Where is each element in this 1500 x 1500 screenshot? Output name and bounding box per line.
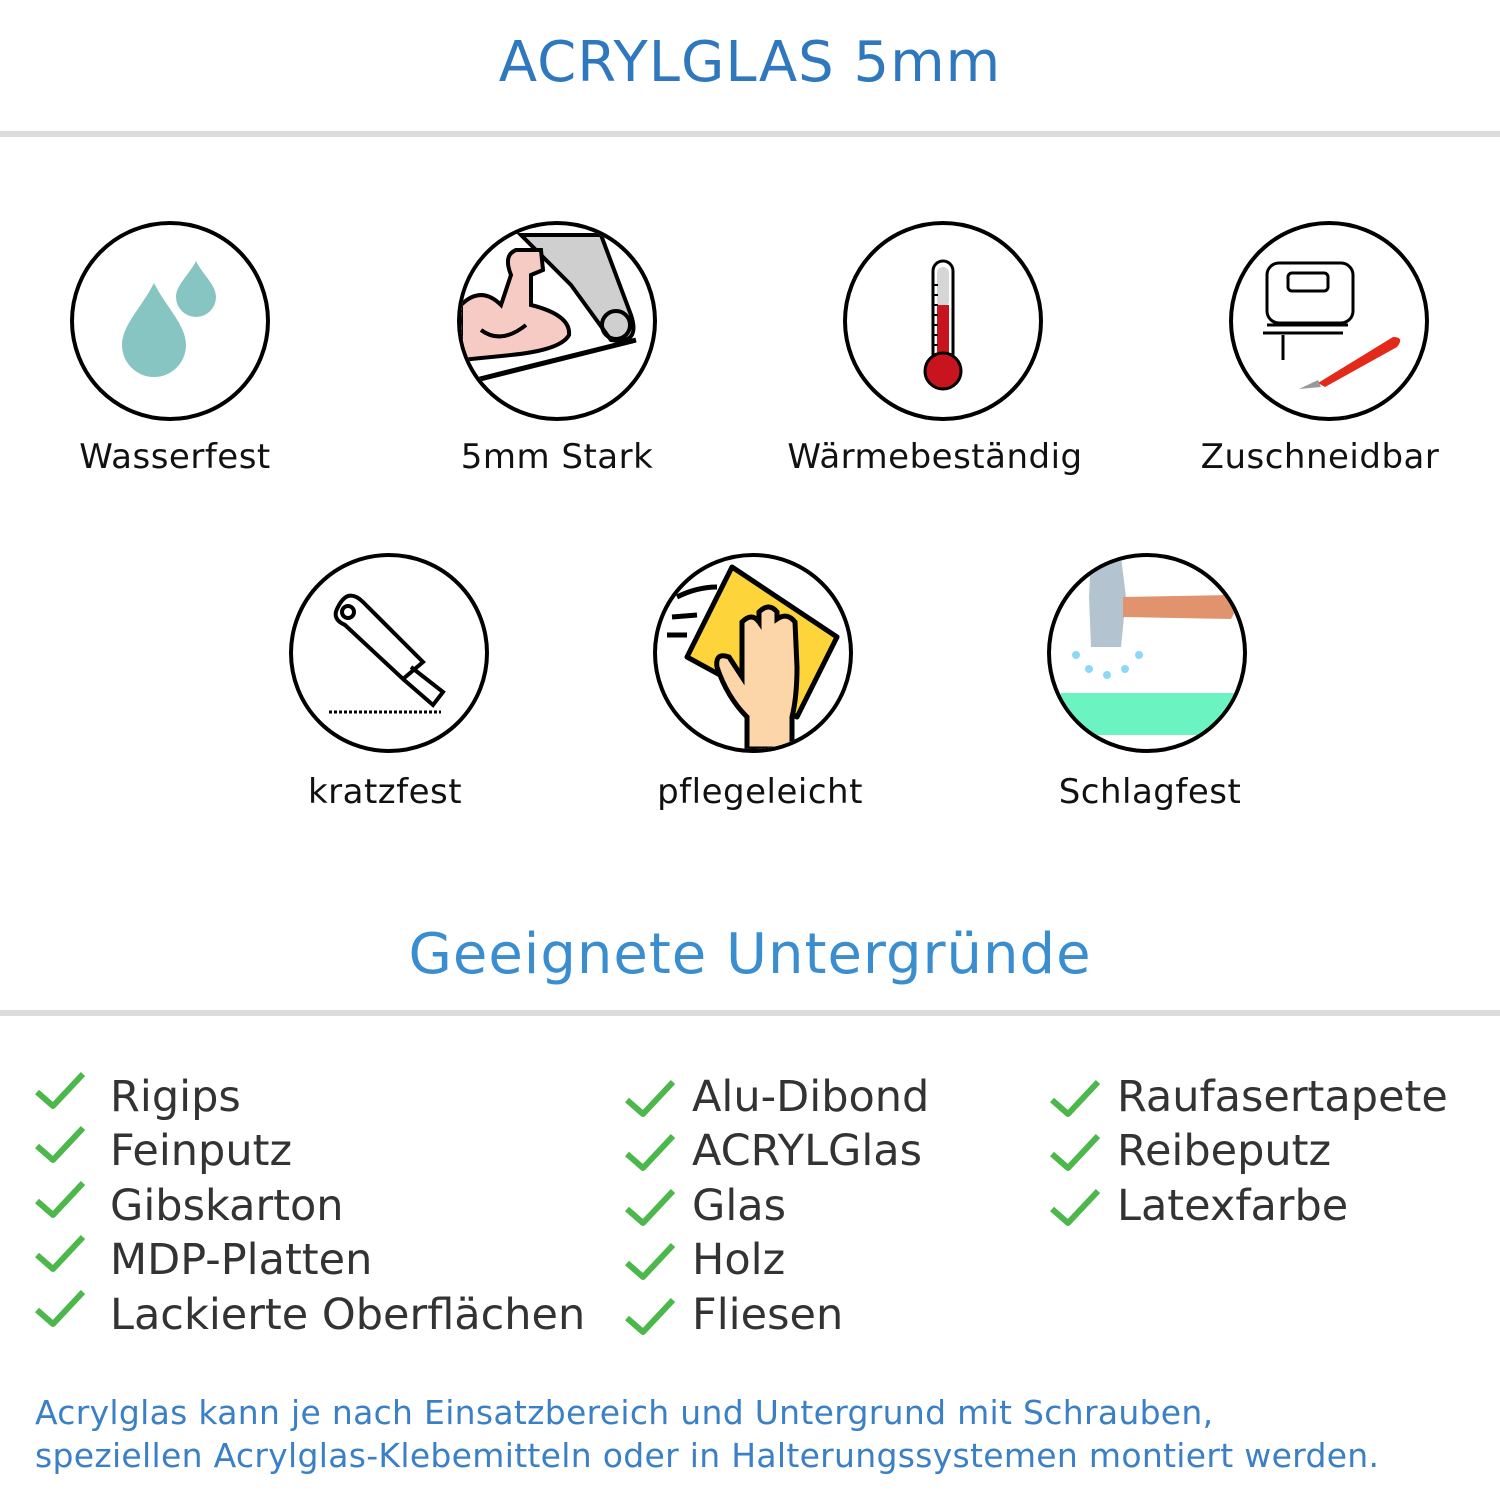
divider [0, 131, 1500, 137]
surface-item: Feinputz [110, 1126, 293, 1176]
surface-item: MDP-Platten [110, 1235, 373, 1285]
wiping-hand-icon [653, 553, 853, 753]
water-drops-icon [70, 221, 270, 421]
feature-label: Wärmebeständig [787, 437, 1083, 477]
divider [0, 1010, 1500, 1016]
strong-arm-icon [457, 221, 657, 421]
footer-text-line-2: speziellen Acrylglas-Klebemitteln oder i… [35, 1436, 1380, 1475]
checkmark-icon [35, 1288, 86, 1328]
checkmark-icon [625, 1296, 676, 1336]
hammer-icon [1047, 553, 1247, 753]
feature-label: Schlagfest [1058, 772, 1242, 812]
surface-item: Alu-Dibond [692, 1072, 930, 1122]
page-title: ACRYLGLAS 5mm [498, 30, 1002, 95]
surface-item: ACRYLGlas [692, 1126, 923, 1176]
feature-label: Zuschneidbar [1200, 437, 1440, 477]
section-heading: Geeignete Untergründe [408, 922, 1092, 987]
feature-label: pflegeleicht [657, 772, 863, 812]
utility-knife-icon [289, 553, 489, 753]
checkmark-icon [35, 1070, 86, 1110]
checkmark-icon [1050, 1187, 1101, 1227]
checkmark-icon [625, 1078, 676, 1118]
checkmark-icon [35, 1179, 86, 1219]
thermometer-icon [843, 221, 1043, 421]
checkmark-icon [35, 1233, 86, 1273]
surface-item: Reibeputz [1117, 1126, 1332, 1176]
surface-item: Fliesen [692, 1290, 844, 1340]
feature-label: 5mm Stark [460, 437, 654, 477]
checkmark-icon [1050, 1132, 1101, 1172]
surface-item: Glas [692, 1181, 787, 1231]
surface-item: Holz [692, 1235, 786, 1285]
surface-item: Lackierte Oberflächen [110, 1290, 586, 1340]
checkmark-icon [625, 1132, 676, 1172]
feature-label: kratzfest [307, 772, 463, 812]
surface-item: Gibskarton [110, 1181, 344, 1231]
checkmark-icon [35, 1124, 86, 1164]
surface-item: Raufasertapete [1117, 1072, 1448, 1122]
checkmark-icon [625, 1241, 676, 1281]
checkmark-icon [1050, 1078, 1101, 1118]
surface-item: Latexfarbe [1117, 1181, 1349, 1231]
footer-text-line-1: Acrylglas kann je nach Einsatzbereich un… [35, 1393, 1214, 1432]
checkmark-icon [625, 1187, 676, 1227]
jigsaw-cutter-icon [1229, 221, 1429, 421]
surface-item: Rigips [110, 1072, 241, 1122]
feature-label: Wasserfest [79, 437, 271, 477]
